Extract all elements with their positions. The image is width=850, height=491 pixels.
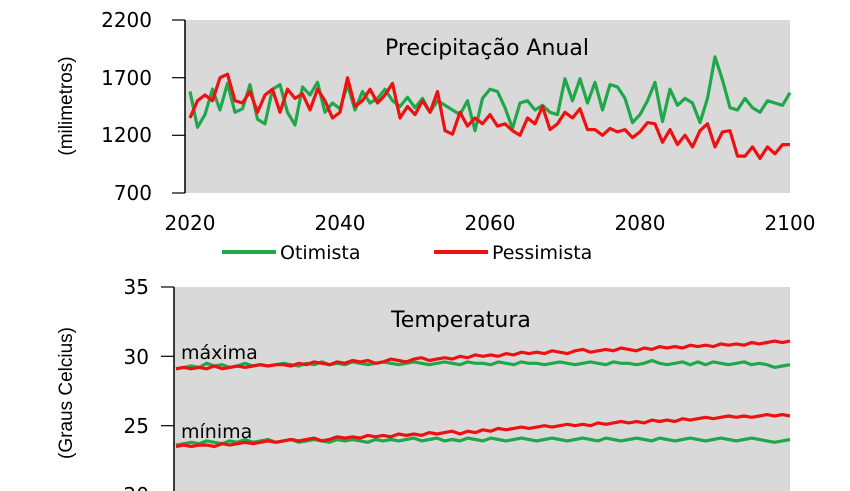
legend: Otimista Pessimista <box>222 242 592 264</box>
precip-y-tick-label: 2200 <box>101 8 152 32</box>
precip-x-tick-label: 2020 <box>165 211 216 235</box>
series-line-otimista <box>188 55 792 133</box>
precip-x-tick-label: 2060 <box>465 211 516 235</box>
precip-y-axis-label: (milimetros) <box>56 56 77 155</box>
temp-y-tick-label: 30 <box>124 345 149 369</box>
temp-y-tick-label: 20 <box>124 483 149 491</box>
precip-y-tick-label: 1200 <box>101 123 152 147</box>
precip-y-tick-label: 700 <box>114 181 152 205</box>
temp-label-minima: mínima <box>181 421 252 443</box>
temp-label-maxima: máxima <box>181 342 258 364</box>
series-line-maxima-pessimista <box>175 339 791 371</box>
precip-y-tick-label: 1700 <box>101 66 152 90</box>
temp-chart: 35 30 25 20 (Graus Celcius) Temperatura … <box>56 275 791 491</box>
series-line-minima-pessimista <box>175 413 791 449</box>
legend-label-pessimista: Pessimista <box>492 242 592 264</box>
legend-label-otimista: Otimista <box>280 242 360 264</box>
temp-series-group <box>175 339 791 449</box>
precip-title: Precipitação Anual <box>385 36 589 61</box>
precip-chart: 2200 1700 1200 700 2020 2040 2060 2080 2… <box>56 8 815 235</box>
temp-plot-area <box>174 287 790 491</box>
temp-y-tick-label: 25 <box>124 414 149 438</box>
temp-title: Temperatura <box>390 308 531 333</box>
precip-x-tick-label: 2100 <box>765 211 816 235</box>
temp-y-tick-label: 35 <box>124 275 149 299</box>
temp-y-axis-label: (Graus Celcius) <box>56 327 77 459</box>
series-line-pessimista <box>188 72 790 160</box>
precip-x-tick-label: 2080 <box>615 211 666 235</box>
precip-series-group <box>188 55 792 160</box>
precip-x-tick-label: 2040 <box>315 211 366 235</box>
